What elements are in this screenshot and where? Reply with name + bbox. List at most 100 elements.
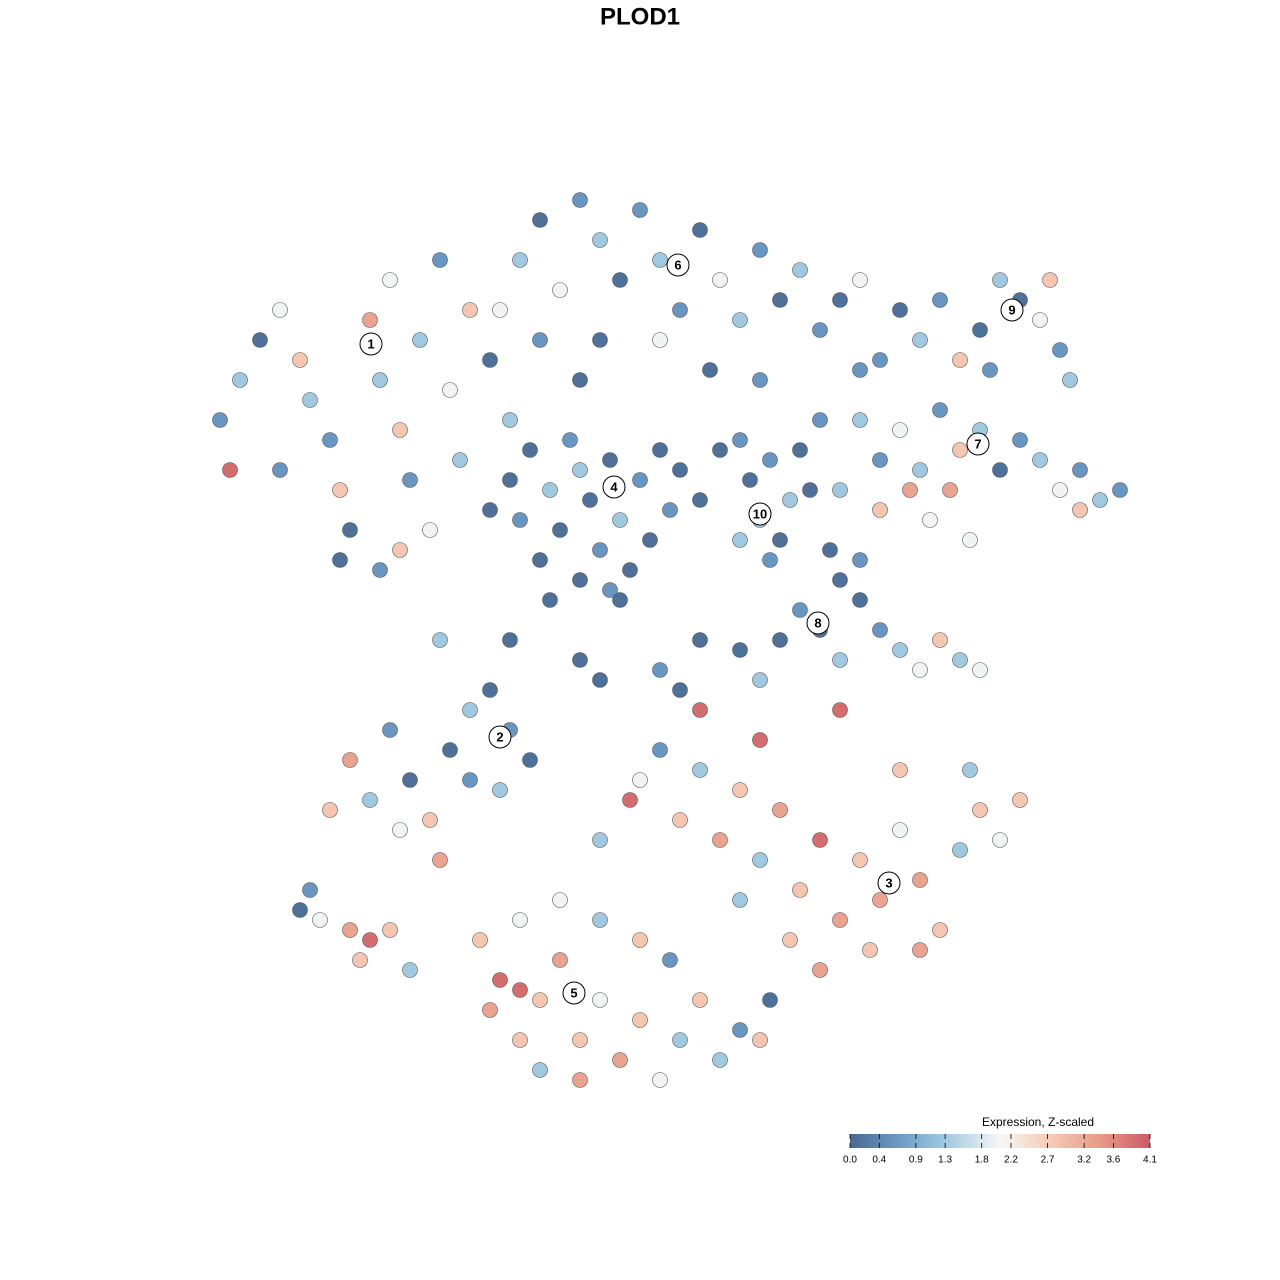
colorbar-title: Expression, Z-scaled — [982, 1115, 1094, 1129]
point — [222, 462, 238, 478]
point — [892, 422, 908, 438]
point — [762, 452, 778, 468]
point — [662, 502, 678, 518]
point — [572, 372, 588, 388]
point — [592, 672, 608, 688]
point — [752, 672, 768, 688]
point — [892, 302, 908, 318]
point — [792, 442, 808, 458]
cluster-badge — [666, 253, 690, 277]
point — [712, 832, 728, 848]
point — [952, 652, 968, 668]
point — [902, 482, 918, 498]
point — [252, 332, 268, 348]
cluster-badge — [602, 475, 626, 499]
point — [322, 802, 338, 818]
point — [962, 762, 978, 778]
point — [442, 742, 458, 758]
point — [862, 942, 878, 958]
point — [592, 542, 608, 558]
colorbar-tick-label: 0.4 — [872, 1155, 886, 1166]
colorbar-tick-label: 0.0 — [843, 1155, 857, 1166]
point — [652, 742, 668, 758]
cluster-label: 7 — [966, 432, 990, 456]
point — [1052, 342, 1068, 358]
point — [852, 852, 868, 868]
point — [502, 412, 518, 428]
point — [752, 1032, 768, 1048]
cluster-badge — [562, 981, 586, 1005]
point — [642, 532, 658, 548]
point — [1062, 372, 1078, 388]
point — [792, 602, 808, 618]
point — [782, 492, 798, 508]
point — [912, 462, 928, 478]
point — [362, 792, 378, 808]
point — [532, 332, 548, 348]
point — [462, 302, 478, 318]
point — [802, 482, 818, 498]
point — [692, 702, 708, 718]
colorbar-tick-label: 3.2 — [1077, 1155, 1091, 1166]
point — [342, 752, 358, 768]
point — [832, 912, 848, 928]
point — [1072, 502, 1088, 518]
point — [672, 682, 688, 698]
point — [602, 582, 618, 598]
point — [772, 632, 788, 648]
point — [532, 992, 548, 1008]
point — [832, 702, 848, 718]
cluster-label: 8 — [806, 611, 830, 635]
cluster-badge — [877, 871, 901, 895]
point — [732, 782, 748, 798]
point — [942, 482, 958, 498]
point — [622, 792, 638, 808]
point — [552, 282, 568, 298]
point — [532, 552, 548, 568]
point — [932, 632, 948, 648]
point — [732, 532, 748, 548]
point — [532, 212, 548, 228]
point — [972, 802, 988, 818]
point — [462, 772, 478, 788]
point — [692, 492, 708, 508]
point — [442, 382, 458, 398]
point — [462, 702, 478, 718]
point — [652, 442, 668, 458]
point — [752, 372, 768, 388]
point — [952, 352, 968, 368]
cluster-text: 7 — [974, 436, 981, 451]
point — [572, 652, 588, 668]
point — [742, 472, 758, 488]
point — [272, 302, 288, 318]
point — [792, 262, 808, 278]
point — [1012, 432, 1028, 448]
cluster-label: 6 — [666, 253, 690, 277]
point — [512, 912, 528, 928]
point — [412, 332, 428, 348]
point — [572, 1032, 588, 1048]
point — [292, 902, 308, 918]
point — [732, 892, 748, 908]
cluster-badge — [748, 502, 772, 526]
point — [692, 762, 708, 778]
point — [832, 572, 848, 588]
colorbar-bar — [850, 1134, 1150, 1148]
point — [402, 472, 418, 488]
point — [602, 452, 618, 468]
point — [632, 772, 648, 788]
point — [912, 662, 928, 678]
point — [982, 362, 998, 378]
point — [402, 772, 418, 788]
point — [732, 642, 748, 658]
point — [612, 592, 628, 608]
colorbar-tick-label: 4.1 — [1143, 1155, 1157, 1166]
point — [632, 1012, 648, 1028]
point — [872, 452, 888, 468]
point — [632, 202, 648, 218]
cluster-label: 2 — [488, 725, 512, 749]
point — [312, 912, 328, 928]
point — [962, 532, 978, 548]
point — [1112, 482, 1128, 498]
point — [712, 272, 728, 288]
